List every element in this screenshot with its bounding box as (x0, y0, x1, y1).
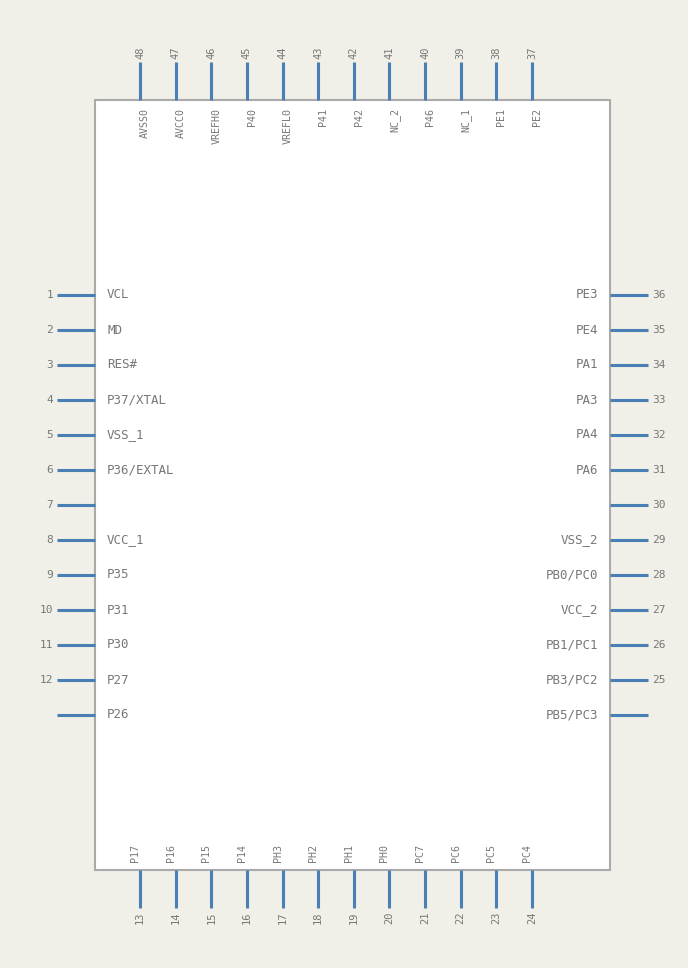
Text: PA3: PA3 (575, 394, 598, 407)
Text: 45: 45 (242, 46, 252, 59)
Text: 22: 22 (455, 911, 466, 923)
Text: 2: 2 (46, 325, 53, 335)
Text: 41: 41 (385, 46, 394, 59)
Text: 29: 29 (652, 535, 665, 545)
Text: PA1: PA1 (575, 358, 598, 372)
Text: 13: 13 (135, 911, 145, 923)
Text: PC7: PC7 (415, 844, 425, 862)
Text: 7: 7 (46, 500, 53, 510)
Text: 27: 27 (652, 605, 665, 615)
Text: 39: 39 (455, 46, 466, 59)
Text: RES#: RES# (107, 358, 137, 372)
Text: VREFH0: VREFH0 (211, 108, 222, 144)
Text: P41: P41 (318, 108, 328, 126)
Text: 24: 24 (527, 911, 537, 923)
Text: P42: P42 (354, 108, 364, 126)
Text: 42: 42 (349, 46, 359, 59)
Text: P17: P17 (130, 844, 140, 862)
Text: PB1/PC1: PB1/PC1 (546, 639, 598, 651)
Text: 5: 5 (46, 430, 53, 440)
Text: PB3/PC2: PB3/PC2 (546, 674, 598, 686)
Text: VSS_2: VSS_2 (561, 533, 598, 547)
Text: 20: 20 (385, 911, 394, 923)
Text: 14: 14 (171, 911, 181, 923)
Text: 34: 34 (652, 360, 665, 370)
Text: PC5: PC5 (486, 844, 496, 862)
Text: P46: P46 (425, 108, 435, 126)
Text: PA4: PA4 (575, 429, 598, 441)
Text: PC6: PC6 (451, 844, 461, 862)
Text: AVSS0: AVSS0 (140, 108, 150, 138)
Text: 4: 4 (46, 395, 53, 405)
Text: 11: 11 (39, 640, 53, 650)
Text: PB5/PC3: PB5/PC3 (546, 709, 598, 721)
Text: 17: 17 (277, 911, 288, 923)
Text: P40: P40 (247, 108, 257, 126)
Text: 44: 44 (277, 46, 288, 59)
Text: 37: 37 (527, 46, 537, 59)
Text: 9: 9 (46, 570, 53, 580)
Text: 36: 36 (652, 290, 665, 300)
Text: 35: 35 (652, 325, 665, 335)
Text: 33: 33 (652, 395, 665, 405)
Text: VCL: VCL (107, 288, 129, 301)
Text: 47: 47 (171, 46, 181, 59)
Text: PE3: PE3 (575, 288, 598, 301)
Text: 23: 23 (491, 911, 502, 923)
Text: 3: 3 (46, 360, 53, 370)
Text: PE2: PE2 (532, 108, 542, 126)
Text: NC_1: NC_1 (461, 108, 472, 132)
Text: VCC_2: VCC_2 (561, 603, 598, 617)
Text: 21: 21 (420, 911, 430, 923)
Text: VCC_1: VCC_1 (107, 533, 144, 547)
Text: PE4: PE4 (575, 323, 598, 337)
Text: NC_2: NC_2 (389, 108, 400, 132)
Text: P36/EXTAL: P36/EXTAL (107, 464, 175, 476)
Text: 43: 43 (313, 46, 323, 59)
Text: PA6: PA6 (575, 464, 598, 476)
Text: P31: P31 (107, 603, 129, 617)
Text: 8: 8 (46, 535, 53, 545)
Text: PH0: PH0 (380, 844, 389, 862)
Text: P26: P26 (107, 709, 129, 721)
Text: 16: 16 (242, 911, 252, 923)
Text: 38: 38 (491, 46, 502, 59)
Text: 10: 10 (39, 605, 53, 615)
Text: 46: 46 (206, 46, 216, 59)
Text: PH1: PH1 (344, 844, 354, 862)
Text: P37/XTAL: P37/XTAL (107, 394, 167, 407)
Text: 40: 40 (420, 46, 430, 59)
Text: PH3: PH3 (272, 844, 283, 862)
Text: PB0/PC0: PB0/PC0 (546, 568, 598, 582)
Text: 32: 32 (652, 430, 665, 440)
Text: 26: 26 (652, 640, 665, 650)
Bar (95, 100, 610, 870)
Text: 30: 30 (652, 500, 665, 510)
Text: P27: P27 (107, 674, 129, 686)
Text: PH2: PH2 (308, 844, 318, 862)
Text: AVCC0: AVCC0 (175, 108, 186, 138)
Text: P30: P30 (107, 639, 129, 651)
Text: VREFL0: VREFL0 (283, 108, 292, 144)
Text: 19: 19 (349, 911, 359, 923)
Text: 1: 1 (46, 290, 53, 300)
Text: PE1: PE1 (496, 108, 506, 126)
Text: P35: P35 (107, 568, 129, 582)
Text: P14: P14 (237, 844, 247, 862)
Text: MD: MD (107, 323, 122, 337)
Text: 48: 48 (135, 46, 145, 59)
Text: P16: P16 (166, 844, 175, 862)
Text: P15: P15 (202, 844, 211, 862)
Text: 31: 31 (652, 465, 665, 475)
Text: 15: 15 (206, 911, 216, 923)
Text: 25: 25 (652, 675, 665, 685)
Text: 28: 28 (652, 570, 665, 580)
Text: PC4: PC4 (522, 844, 532, 862)
Text: 18: 18 (313, 911, 323, 923)
Text: 12: 12 (39, 675, 53, 685)
Text: 6: 6 (46, 465, 53, 475)
Text: VSS_1: VSS_1 (107, 429, 144, 441)
